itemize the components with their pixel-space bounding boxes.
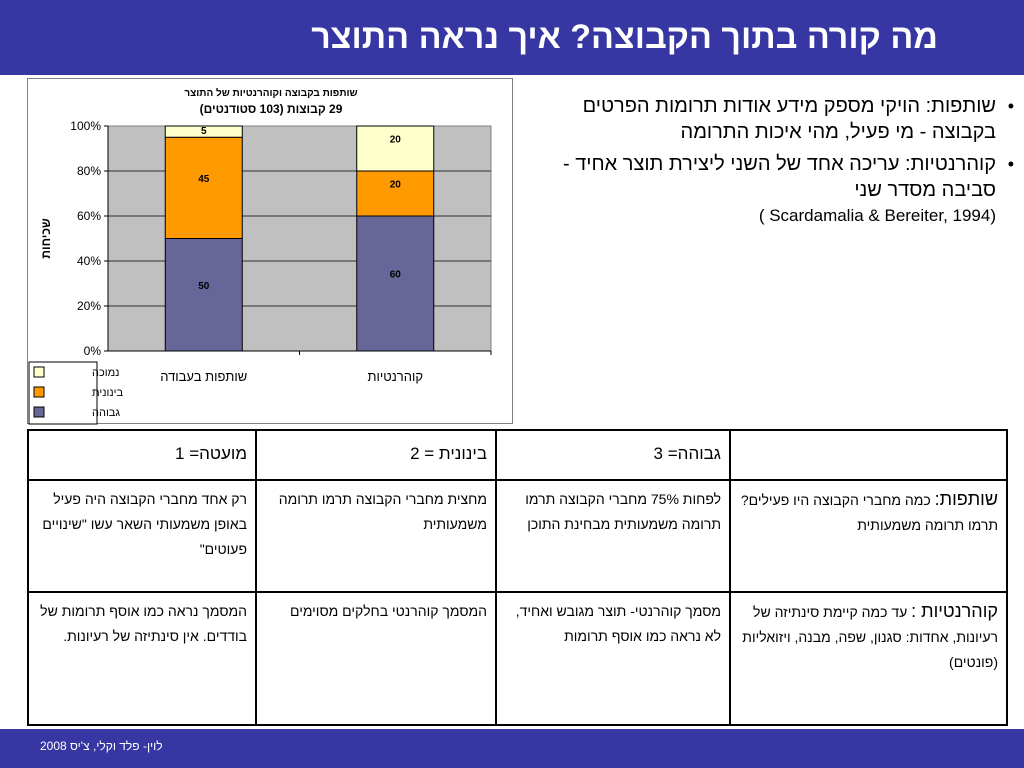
slide-title: מה קורה בתוך הקבוצה? איך נראה התוצר (311, 18, 938, 56)
bar-segment (164, 238, 243, 352)
rubric-cell: מסמך קוהרנטי- תוצר מגובש ואחיד, לא נראה … (495, 591, 731, 726)
footer-bar: לוין- פלד וקלי, צ'יס 2008 (0, 729, 1024, 768)
bar-segment (164, 125, 243, 138)
rubric-cell: לפחות 75% מחברי הקבוצה תרמו תרומה משמעות… (495, 479, 731, 593)
legend-label: נמוכה (92, 367, 119, 379)
rubric-label-main: שותפות: (934, 489, 998, 509)
rubric-cell: מחצית מחברי הקבוצה תרמו תרומה משמעותית (255, 479, 497, 593)
y-tick-label: 80% (77, 164, 101, 178)
bar-segment (356, 215, 435, 352)
data-label: 50 (198, 281, 210, 292)
bullet-text: שותפות: הויקי מספק מידע אודות תרומות הפר… (582, 95, 996, 143)
bullet-list: שותפות: הויקי מספק מידע אודות תרומות הפר… (540, 93, 1014, 235)
rubric-row-coherence: קוהרנטיות : עד כמה קיימת סינתיזה של רעיו… (27, 591, 1008, 726)
title-bar: מה קורה בתוך הקבוצה? איך נראה התוצר (0, 0, 1024, 75)
legend-label: גבוהה (92, 407, 120, 419)
chart-container: שותפות בקבוצה וקוהרנטיות של התוצר 29 קבוצ… (27, 78, 513, 425)
data-label: 60 (390, 270, 402, 281)
data-label: 5 (201, 126, 207, 137)
bar-segment (164, 136, 243, 239)
legend-label: בינונית (92, 387, 124, 399)
bullet-text: קוהרנטיות: עריכה אחד של השני ליצירת תוצר… (562, 153, 996, 201)
bullet-item-collaboration: שותפות: הויקי מספק מידע אודות תרומות הפר… (540, 93, 1014, 145)
y-tick-label: 40% (77, 254, 101, 268)
bar-segment (356, 125, 435, 172)
y-tick-label: 20% (77, 299, 101, 313)
rubric-header-cell (729, 429, 1008, 481)
rubric-cell: המסמך קוהרנטי בחלקים מסוימים (255, 591, 497, 726)
x-tick-label: קוהרנטיות (367, 369, 423, 384)
rubric-header-row: גבוהה= 3 בינונית = 2 מועטה= 1 (27, 429, 1008, 481)
rubric-table: גבוהה= 3 בינונית = 2 מועטה= 1 שותפות: כמ… (27, 429, 1008, 726)
rubric-label-main: קוהרנטיות : (911, 601, 998, 621)
data-label: 45 (198, 174, 210, 185)
bar-segment (356, 170, 435, 217)
rubric-header-cell: מועטה= 1 (27, 429, 257, 481)
y-tick-label: 60% (77, 209, 101, 223)
bullet-citation: (Scardamalia & Bereiter, 1994 ) (758, 206, 996, 225)
footer-credit: לוין- פלד וקלי, צ'יס 2008 (40, 739, 163, 753)
rubric-header-cell: גבוהה= 3 (495, 429, 731, 481)
data-label: 20 (390, 135, 402, 146)
legend-swatch (33, 386, 45, 398)
bullet-item-coherence: קוהרנטיות: עריכה אחד של השני ליצירת תוצר… (540, 151, 1014, 229)
legend-swatch (33, 406, 45, 418)
rubric-cell: רק אחד מחברי הקבוצה היה פעיל באופן משמעו… (27, 479, 257, 593)
y-tick-label: 0% (84, 344, 102, 358)
rubric-row-label: שותפות: כמה מחברי הקבוצה היו פעילים? תרמ… (729, 479, 1008, 593)
rubric-row-label: קוהרנטיות : עד כמה קיימת סינתיזה של רעיו… (729, 591, 1008, 726)
legend-swatch (33, 366, 45, 378)
rubric-label-rest: עד כמה קיימת סינתיזה של רעיונות, אחדות: … (742, 604, 998, 670)
rubric-cell: המסמך נראה כמו אוסף תרומות של בודדים. אי… (27, 591, 257, 726)
rubric-row-collaboration: שותפות: כמה מחברי הקבוצה היו פעילים? תרמ… (27, 479, 1008, 593)
x-tick-label: שותפות בעבודה (160, 369, 247, 384)
rubric-header-cell: בינונית = 2 (255, 429, 497, 481)
y-tick-label: 100% (70, 119, 101, 133)
chart-subtitle: 29 קבוצות (103 סטודנטים) (200, 102, 343, 116)
chart-title: שותפות בקבוצה וקוהרנטיות של התוצר (184, 87, 357, 99)
rubric-label-rest: כמה מחברי הקבוצה היו פעילים? תרמו תרומה … (740, 492, 998, 533)
y-axis-label: שכיחות (39, 218, 53, 259)
stacked-bar-chart: שותפות בקבוצה וקוהרנטיות של התוצר 29 קבוצ… (28, 87, 492, 425)
data-label: 20 (390, 180, 402, 191)
